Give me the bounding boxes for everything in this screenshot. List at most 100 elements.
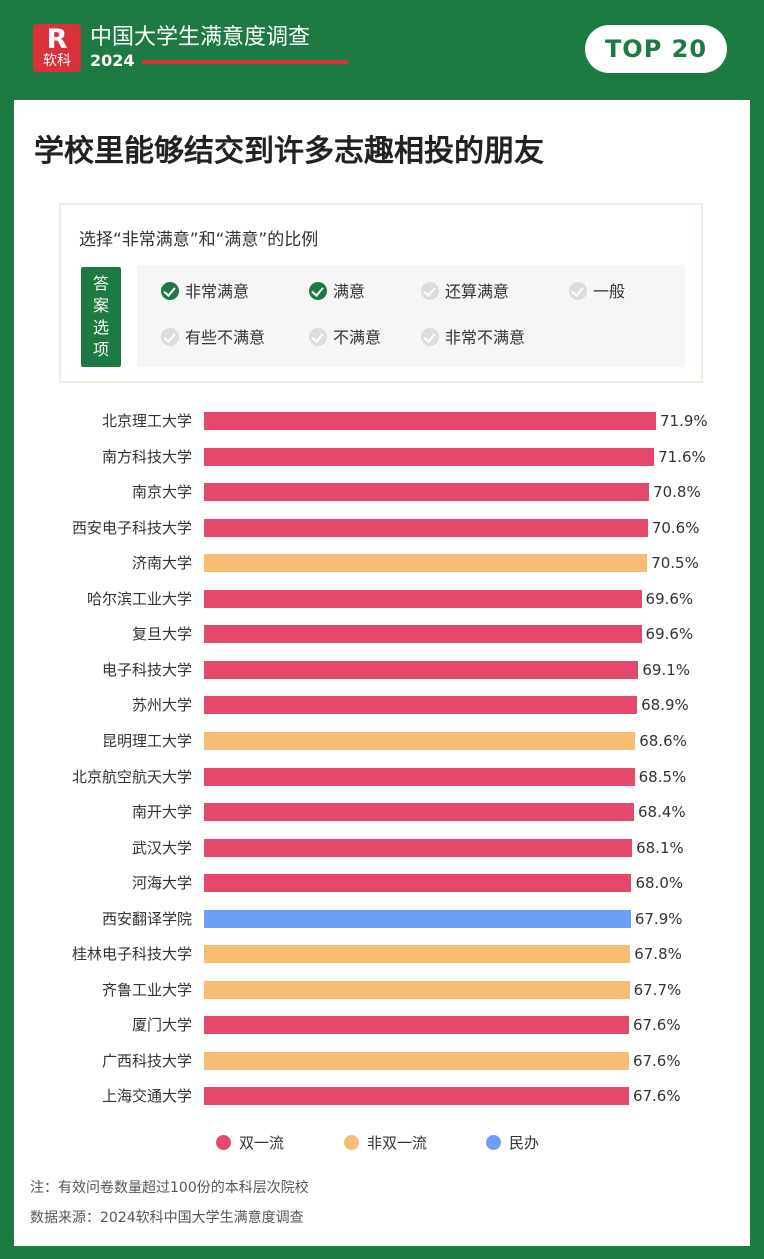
legend-item: 非双一流 (344, 1132, 427, 1154)
brand-underline (142, 60, 348, 64)
bar (204, 589, 642, 608)
answer-option: 满意 (309, 280, 365, 304)
answer-option: 一般 (569, 280, 625, 304)
answer-option-label: 满意 (333, 282, 366, 301)
category-label: 北京航空航天大学 (71, 767, 192, 786)
bar (204, 1051, 629, 1070)
data-source: 数据来源：2024软科中国大学生满意度调查 (30, 1210, 304, 1226)
question-text: 选择“非常满意”和“满意”的比例 (79, 230, 319, 250)
category-label: 昆明理工大学 (101, 731, 192, 750)
page-title: 学校里能够结交到许多志趣相投的朋友 (34, 134, 544, 169)
value-label: 69.6% (645, 589, 694, 608)
legend-label: 民办 (509, 1134, 540, 1152)
answer-option: 不满意 (309, 326, 381, 350)
tag-char: 答 (92, 274, 109, 293)
category-label: 厦门大学 (131, 1016, 192, 1035)
answer-option-label: 有些不满意 (185, 328, 266, 347)
brand-title: 中国大学生满意度调查 (90, 25, 311, 50)
value-label: 67.6% (632, 1016, 681, 1035)
value-label: 68.0% (635, 874, 684, 893)
answer-option: 非常不满意 (421, 326, 525, 350)
bar (204, 874, 632, 893)
unchecked-circle-icon (421, 282, 439, 300)
question-box: 选择“非常满意”和“满意”的比例 答 案 选 项 非常满意 满意 还算满意 一般有些不… (59, 203, 703, 383)
unchecked-circle-icon (161, 328, 179, 346)
logo-text: 软科 (43, 53, 71, 69)
logo-letter: R (46, 24, 68, 55)
value-label: 67.8% (634, 945, 682, 964)
category-label: 西安电子科技大学 (71, 518, 192, 537)
value-label: 68.4% (637, 803, 686, 822)
value-label: 68.9% (641, 696, 689, 715)
legend-dot-icon (486, 1135, 501, 1150)
value-label: 69.6% (645, 625, 694, 644)
category-label: 河海大学 (131, 874, 192, 893)
bar (204, 838, 633, 857)
category-label: 南方科技大学 (101, 447, 192, 466)
answer-option-label: 非常满意 (185, 282, 250, 301)
unchecked-circle-icon (569, 282, 587, 300)
value-label: 69.1% (642, 660, 691, 679)
legend-dot-icon (216, 1135, 231, 1150)
category-label: 桂林电子科技大学 (71, 945, 192, 964)
bar (204, 945, 631, 964)
value-label: 68.5% (638, 767, 687, 786)
category-label: 哈尔滨工业大学 (86, 589, 192, 608)
value-label: 68.6% (639, 731, 687, 750)
value-label: 70.8% (653, 483, 701, 502)
bar (204, 412, 656, 430)
category-label: 北京理工大学 (101, 412, 192, 430)
category-label: 复旦大学 (131, 625, 192, 644)
content-card: 学校里能够结交到许多志趣相投的朋友 选择“非常满意”和“满意”的比例 答 案 选… (14, 100, 750, 1246)
brand-year: 2024 (90, 51, 135, 70)
answer-option: 还算满意 (421, 280, 509, 304)
bar (204, 767, 635, 786)
tag-char: 选 (92, 318, 109, 337)
bar (204, 696, 638, 715)
answer-option-label: 还算满意 (445, 282, 510, 301)
category-label: 电子科技大学 (101, 660, 192, 679)
answer-option: 有些不满意 (161, 326, 265, 350)
answer-options-tag: 答 案 选 项 (81, 267, 121, 367)
category-label: 武汉大学 (131, 838, 192, 857)
bar (204, 447, 655, 466)
legend-dot-icon (344, 1135, 359, 1150)
value-label: 70.6% (651, 518, 700, 537)
unchecked-circle-icon (421, 328, 439, 346)
unchecked-circle-icon (309, 328, 327, 346)
answer-option-label: 非常不满意 (445, 328, 526, 347)
answer-option-label: 一般 (593, 282, 626, 301)
value-label: 67.7% (633, 980, 682, 999)
bar (204, 1016, 629, 1035)
header: R 软科 中国大学生满意度调查 2024 TOP 20 (0, 0, 764, 100)
legend-item: 民办 (486, 1132, 539, 1154)
category-label: 南京大学 (131, 483, 192, 502)
value-label: 67.6% (632, 1051, 681, 1070)
check-circle-icon (309, 282, 327, 300)
category-label: 济南大学 (131, 554, 192, 573)
bar (204, 980, 630, 999)
answer-option: 非常满意 (161, 280, 249, 304)
ruanke-logo: R 软科 (33, 24, 81, 72)
bar (204, 660, 639, 679)
category-label: 西安翻译学院 (101, 909, 192, 928)
value-label: 71.6% (658, 447, 706, 466)
bar (204, 483, 650, 502)
bar (204, 731, 636, 750)
value-label: 68.1% (636, 838, 684, 857)
bar (204, 803, 634, 822)
chart-legend: 双一流 非双一流 民办 (14, 1130, 750, 1160)
bar (204, 554, 648, 573)
value-label: 67.9% (634, 909, 683, 928)
bar (204, 518, 648, 537)
tag-char: 案 (92, 296, 109, 315)
category-label: 南开大学 (131, 803, 192, 822)
tag-char: 项 (92, 340, 109, 359)
check-circle-icon (161, 282, 179, 300)
bar (204, 909, 631, 928)
legend-item: 双一流 (216, 1132, 284, 1154)
answer-option-label: 不满意 (333, 328, 382, 347)
bar-chart: 北京理工大学 71.9% 南方科技大学 71.6% 南京大学 70.8% 西安电子科技大学 7… (14, 400, 750, 1120)
top20-button[interactable]: TOP 20 (585, 25, 727, 73)
legend-label: 非双一流 (367, 1134, 428, 1152)
